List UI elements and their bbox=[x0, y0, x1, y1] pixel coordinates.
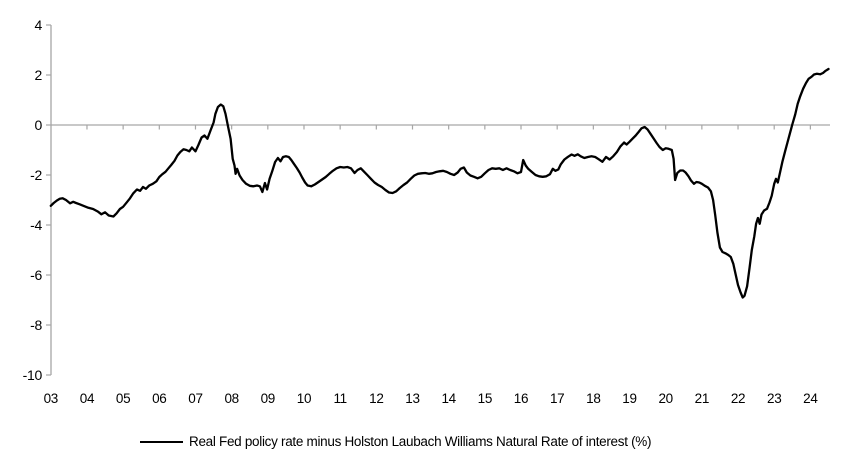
series-line bbox=[49, 67, 830, 299]
x-tick-label: 18 bbox=[586, 391, 600, 406]
y-tick-label: -4 bbox=[30, 217, 42, 233]
x-tick-label: 21 bbox=[695, 391, 709, 406]
legend-line-swatch bbox=[140, 440, 183, 443]
x-tick-label: 15 bbox=[478, 391, 492, 406]
x-tick-label: 19 bbox=[622, 391, 636, 406]
x-tick-label: 23 bbox=[767, 391, 781, 406]
x-tick-label: 03 bbox=[44, 391, 58, 406]
x-tick-label: 17 bbox=[550, 391, 564, 406]
x-tick-label: 09 bbox=[261, 391, 275, 406]
x-tick-label: 08 bbox=[224, 391, 238, 406]
x-tick-label: 05 bbox=[116, 391, 130, 406]
x-tick-label: 16 bbox=[514, 391, 528, 406]
y-tick-label: -2 bbox=[30, 167, 42, 183]
x-tick-label: 14 bbox=[441, 391, 456, 406]
x-tick-label: 24 bbox=[803, 391, 818, 406]
y-tick-label: 4 bbox=[35, 17, 43, 33]
x-tick-label: 20 bbox=[658, 391, 672, 406]
x-tick-label: 06 bbox=[152, 391, 166, 406]
x-tick-label: 10 bbox=[297, 391, 311, 406]
x-tick-label: 13 bbox=[405, 391, 419, 406]
y-tick-label: -6 bbox=[30, 267, 42, 283]
x-tick-label: 07 bbox=[188, 391, 202, 406]
x-tick-label: 11 bbox=[333, 391, 346, 406]
y-tick-label: -10 bbox=[23, 367, 43, 383]
legend-label: Real Fed policy rate minus Holston Lauba… bbox=[189, 434, 652, 449]
x-tick-label: 22 bbox=[731, 391, 745, 406]
y-tick-label: -8 bbox=[30, 317, 42, 333]
x-tick-label: 04 bbox=[80, 391, 95, 406]
legend: Real Fed policy rate minus Holston Lauba… bbox=[140, 434, 652, 449]
x-tick-label: 12 bbox=[369, 391, 383, 406]
y-tick-label: 0 bbox=[35, 117, 43, 133]
y-tick-label: 2 bbox=[35, 67, 43, 83]
